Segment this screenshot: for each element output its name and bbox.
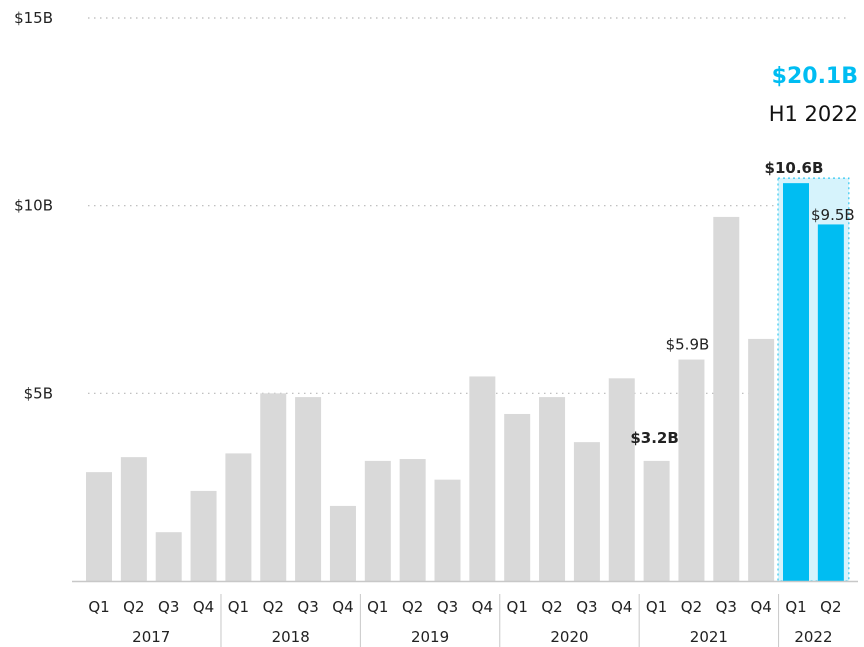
x-tick-label: Q3 [437, 598, 458, 616]
bars [86, 183, 844, 581]
x-tick-label: Q1 [785, 598, 806, 616]
bar [260, 393, 287, 581]
x-tick-label: Q2 [820, 598, 841, 616]
bar [190, 490, 217, 581]
bar [120, 457, 147, 581]
x-year-label: 2021 [690, 628, 728, 646]
x-tick-label: Q2 [541, 598, 562, 616]
bar [329, 505, 356, 581]
bar [155, 532, 182, 581]
data-label: $10.6B [765, 159, 824, 177]
y-tick-label: $5B [24, 384, 53, 402]
bar [399, 459, 426, 581]
x-tick-label: Q1 [367, 598, 388, 616]
x-year-label: 2019 [411, 628, 449, 646]
x-tick-label: Q3 [158, 598, 179, 616]
x-tick-label: Q3 [297, 598, 318, 616]
bar [364, 460, 391, 581]
x-year-label: 2022 [794, 628, 832, 646]
x-tick-label: Q2 [263, 598, 284, 616]
x-year-label: 2020 [550, 628, 588, 646]
x-tick-label: Q4 [472, 598, 493, 616]
gridlines: $5B $10B $15B [14, 9, 850, 402]
bar [573, 442, 600, 581]
y-tick-label: $10B [14, 197, 53, 215]
bar [86, 472, 112, 581]
data-labels: $3.2B $5.9B $10.6B $9.5B [630, 159, 854, 447]
bar [643, 460, 670, 581]
x-tick-label: Q3 [716, 598, 737, 616]
bar [783, 183, 809, 581]
x-year-label: 2018 [272, 628, 310, 646]
data-label: $5.9B [666, 336, 710, 354]
bar [608, 378, 635, 581]
x-tick-label: Q4 [611, 598, 632, 616]
x-tick-label: Q4 [193, 598, 214, 616]
x-tick-label: Q2 [681, 598, 702, 616]
y-tick-label: $15B [14, 9, 53, 27]
bar [748, 338, 775, 581]
bar [713, 216, 740, 581]
x-tick-label: Q4 [332, 598, 353, 616]
x-tick-label: Q2 [123, 598, 144, 616]
x-tick-label: Q1 [646, 598, 667, 616]
bar [817, 224, 844, 581]
x-axis: Q1 Q2 Q3 Q4 Q1 Q2 Q3 Q4 Q1 Q2 Q3 Q4 Q1 Q2 Q3 Q4 Q1 Q2 Q3 Q4… [72, 580, 858, 647]
bar [225, 453, 252, 581]
bar [504, 413, 531, 581]
bar [469, 376, 496, 581]
bar [678, 359, 705, 581]
bar [539, 397, 566, 581]
x-tick-label: Q3 [576, 598, 597, 616]
bar [295, 397, 322, 581]
x-tick-label: Q4 [750, 598, 771, 616]
highlight-total-value: $20.1B [772, 64, 858, 89]
x-tick-label: Q2 [402, 598, 423, 616]
x-tick-label: Q1 [507, 598, 528, 616]
data-label: $3.2B [630, 429, 678, 447]
data-label: $9.5B [811, 206, 855, 224]
x-tick-label: Q1 [88, 598, 109, 616]
x-tick-label: Q1 [228, 598, 249, 616]
bar [434, 479, 461, 581]
highlight-period-label: H1 2022 [769, 102, 858, 126]
x-year-label: 2017 [132, 628, 170, 646]
